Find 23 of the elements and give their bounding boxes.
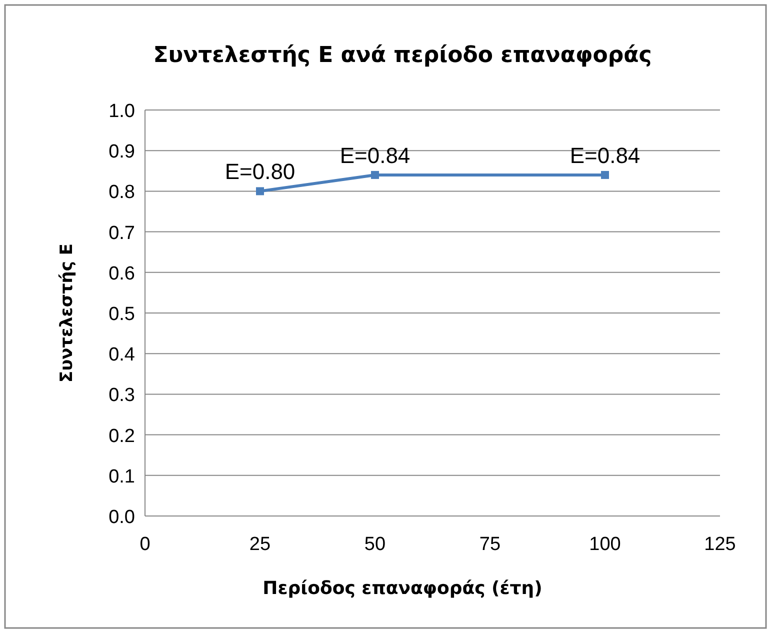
data-label: E=0.84 bbox=[340, 142, 410, 168]
y-tick-label: 0.8 bbox=[108, 182, 135, 204]
x-axis-title: Περίοδος επαναφοράς (έτη) bbox=[262, 578, 542, 599]
y-tick-label: 0.1 bbox=[108, 466, 135, 488]
y-tick-label: 0.0 bbox=[108, 507, 135, 528]
data-label: E=0.84 bbox=[570, 142, 640, 168]
x-tick-label: 75 bbox=[479, 534, 501, 555]
x-tick-label: 25 bbox=[249, 534, 271, 555]
y-tick-label: 0.9 bbox=[108, 142, 135, 163]
x-tick-label: 0 bbox=[140, 534, 150, 555]
chart-title: Συντελεστής Ε ανά περίοδο επαναφοράς bbox=[153, 43, 652, 68]
x-tick-label: 100 bbox=[589, 534, 621, 555]
y-axis-title: Συντελεστής Ε bbox=[57, 243, 77, 383]
y-tick-label: 0.4 bbox=[108, 344, 136, 366]
x-tick-label: 125 bbox=[704, 534, 736, 555]
y-tick-label: 0.7 bbox=[108, 222, 135, 244]
y-tick-label: 1.0 bbox=[108, 101, 135, 122]
y-tick-label: 0.5 bbox=[108, 304, 135, 325]
y-tick-label: 0.3 bbox=[108, 385, 135, 406]
data-label: E=0.80 bbox=[224, 159, 296, 184]
y-tick-label: 0.2 bbox=[108, 426, 135, 447]
x-tick-label: 50 bbox=[364, 534, 386, 555]
y-tick-label: 0.6 bbox=[108, 263, 135, 284]
